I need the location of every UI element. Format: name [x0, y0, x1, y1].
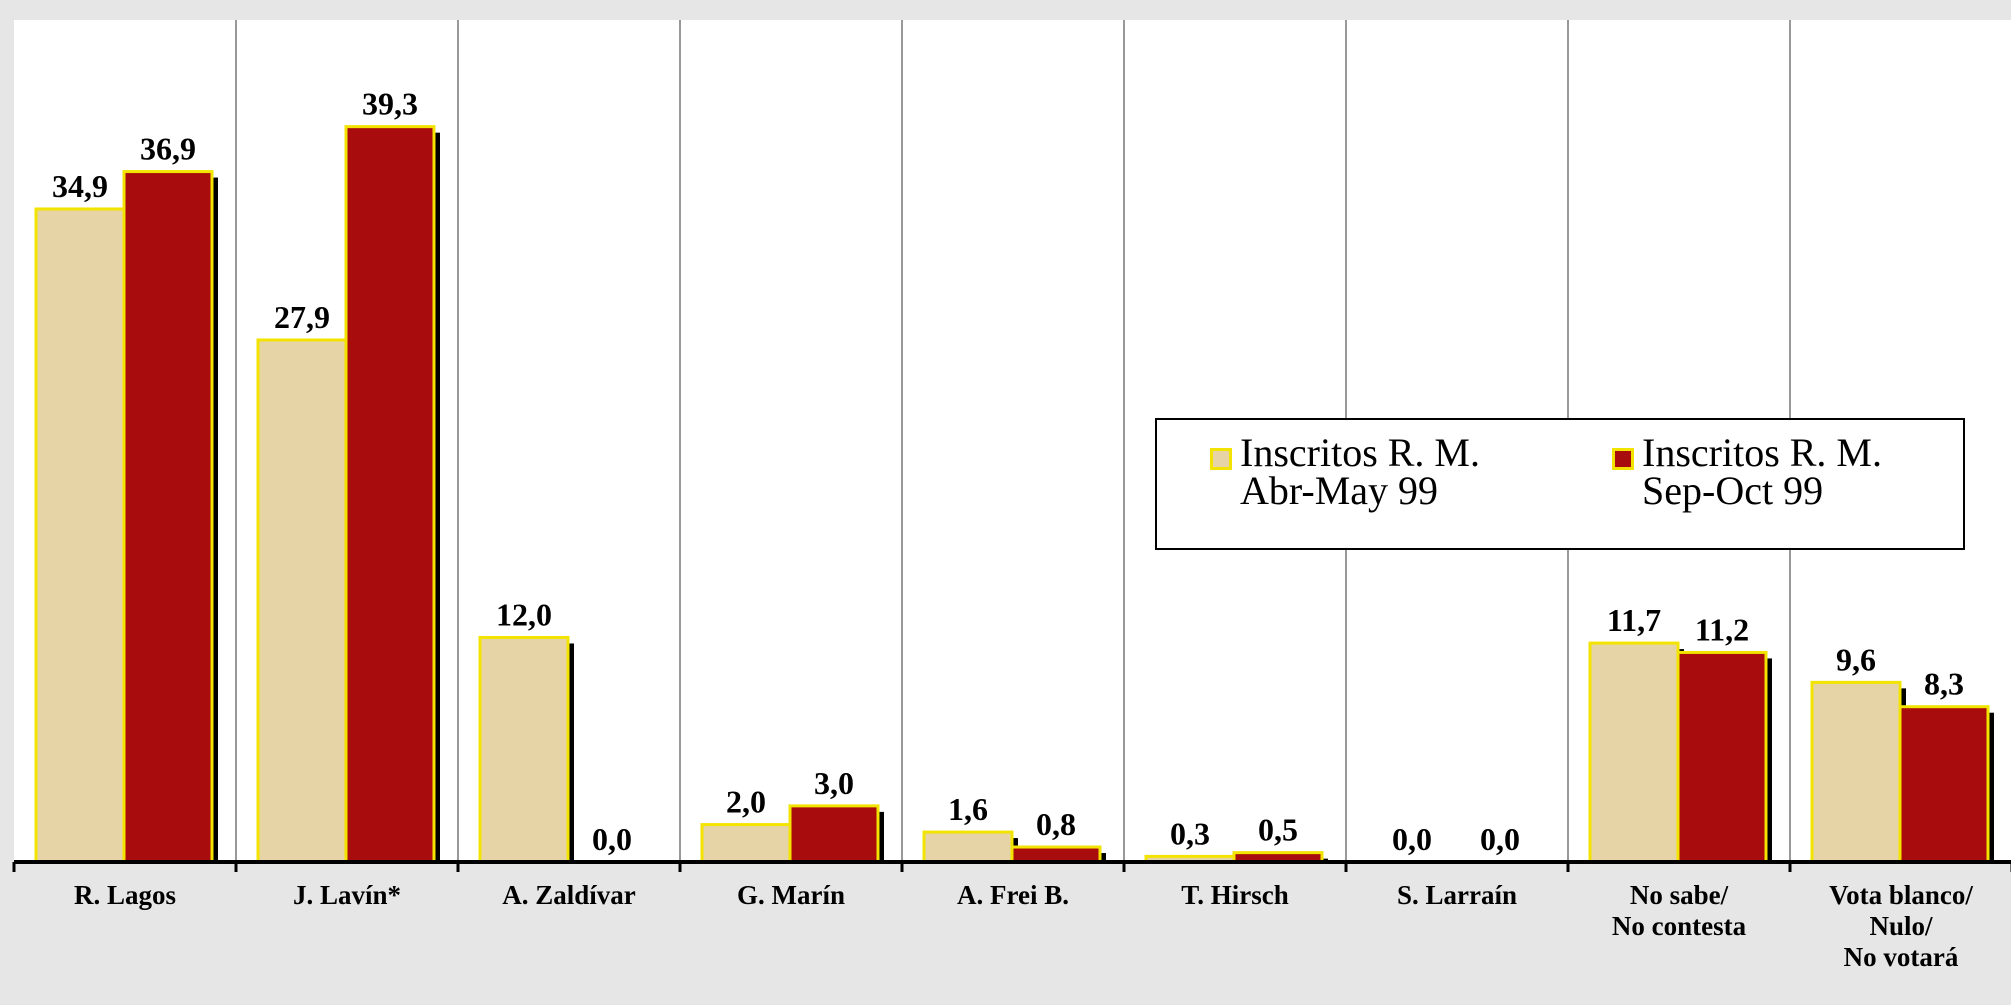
bar — [1676, 650, 1768, 864]
value-label: 27,9 — [274, 299, 330, 335]
bar — [700, 823, 792, 864]
value-label: 36,9 — [140, 131, 196, 167]
value-label: 11,7 — [1607, 602, 1661, 638]
value-label: 34,9 — [52, 168, 108, 204]
x-tick-label: A. Frei B. — [957, 880, 1069, 910]
bar — [1588, 641, 1680, 864]
value-label: 9,6 — [1836, 641, 1876, 677]
legend — [1155, 418, 1965, 550]
legend-label: Inscritos R. M. Abr-May 99 — [1240, 430, 1480, 513]
value-label: 0,0 — [592, 821, 632, 857]
value-label: 39,3 — [362, 86, 418, 122]
bar — [1010, 845, 1102, 864]
value-label: 11,2 — [1695, 611, 1749, 647]
x-tick-label: A. Zaldívar — [502, 880, 636, 910]
value-label: 8,3 — [1924, 666, 1964, 702]
bar — [922, 830, 1014, 864]
x-tick-label: J. Lavín* — [292, 880, 402, 910]
bar — [344, 125, 436, 864]
x-tick-label: S. Larraín — [1396, 880, 1517, 910]
value-label: 0,0 — [1480, 821, 1520, 857]
x-tick-label: Vota blanco/ Nulo/ No votará — [1829, 880, 1973, 972]
bar — [122, 170, 214, 864]
bar — [1810, 680, 1902, 864]
value-label: 0,0 — [1392, 821, 1432, 857]
legend-label: Inscritos R. M. Sep-Oct 99 — [1642, 430, 1882, 513]
x-tick-label: T. Hirsch — [1181, 880, 1289, 910]
value-label: 12,0 — [496, 596, 552, 632]
legend-marker — [1210, 448, 1232, 470]
legend-marker — [1612, 448, 1634, 470]
x-tick-label: No sabe/ No contesta — [1611, 880, 1747, 941]
value-label: 0,8 — [1036, 806, 1076, 842]
bar — [34, 207, 126, 864]
value-label: 1,6 — [948, 791, 988, 827]
bar — [788, 804, 880, 864]
value-label: 0,3 — [1170, 815, 1210, 851]
bar — [256, 338, 348, 864]
value-label: 0,5 — [1258, 812, 1298, 848]
value-label: 2,0 — [726, 784, 766, 820]
value-label: 3,0 — [814, 765, 854, 801]
bar — [478, 635, 570, 864]
bar — [1898, 705, 1990, 864]
x-tick-label: G. Marín — [737, 880, 845, 910]
x-tick-label: R. Lagos — [73, 880, 176, 910]
